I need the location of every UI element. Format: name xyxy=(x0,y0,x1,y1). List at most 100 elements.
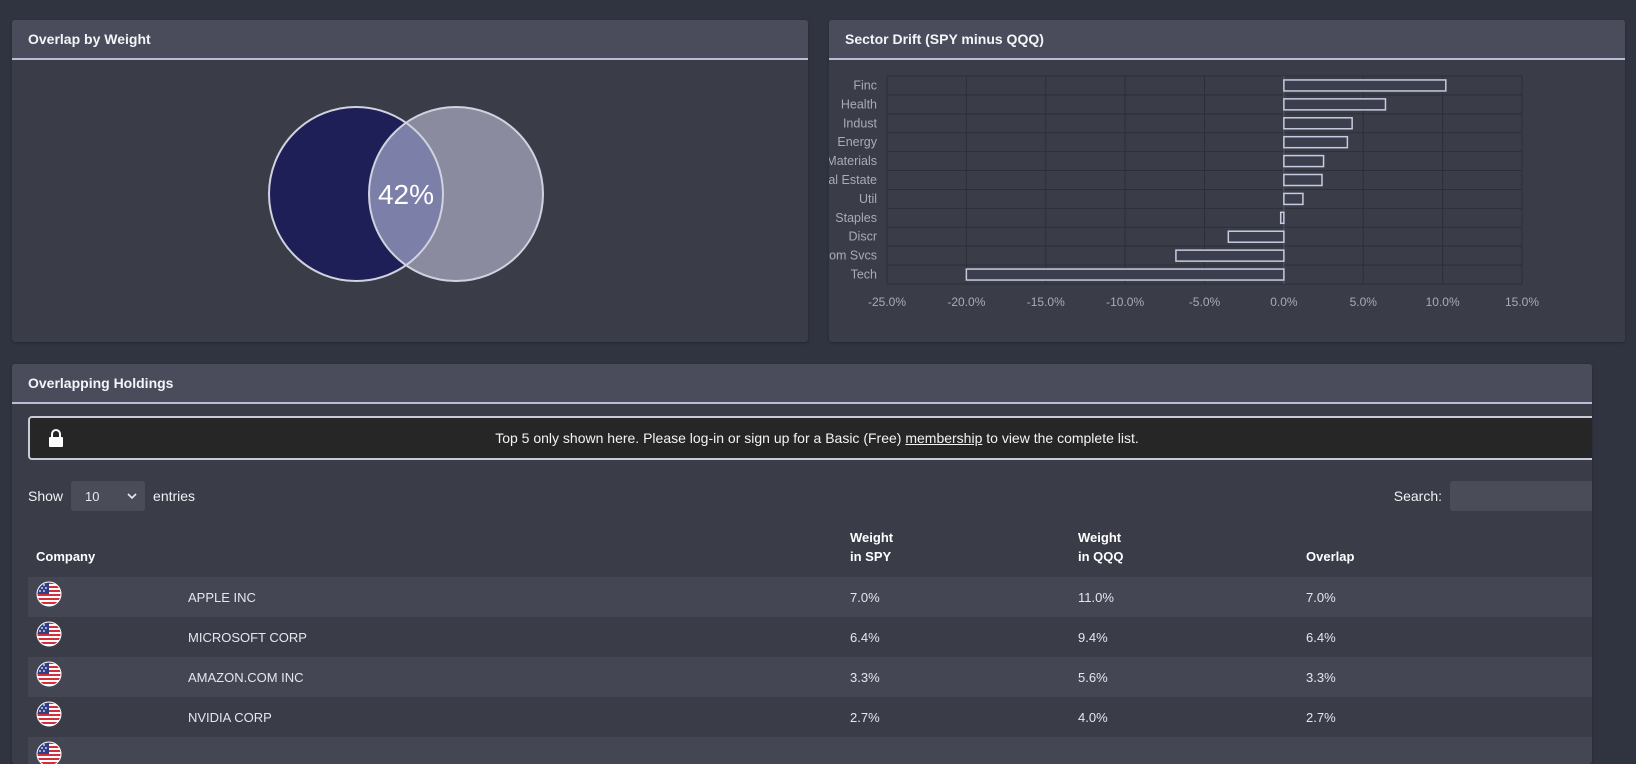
us-flag-icon xyxy=(36,741,62,764)
table-controls: Show 10 entries Search: xyxy=(28,480,1592,512)
holdings-panel-title: Overlapping Holdings xyxy=(12,364,1592,404)
flag-cell xyxy=(28,617,180,657)
venn-circle-qqq-outline xyxy=(368,106,544,282)
us-flag-icon xyxy=(36,621,62,647)
category-label: Com Svcs xyxy=(829,249,877,263)
venn-diagram: 42% xyxy=(268,106,544,282)
x-tick-label: 5.0% xyxy=(1350,295,1378,309)
category-label: Finc xyxy=(853,78,877,92)
company-name xyxy=(180,737,842,764)
category-label: Util xyxy=(859,192,877,206)
lock-icon xyxy=(49,429,63,447)
overlapping-holdings-panel: Overlapping Holdings Top 5 only shown he… xyxy=(12,364,1592,764)
entries-control: Show 10 entries xyxy=(28,480,195,512)
drift-bar xyxy=(1279,211,1285,225)
overlap-by-weight-panel: Overlap by Weight 42% xyxy=(12,20,808,342)
drift-bar xyxy=(1283,173,1323,187)
weight-spy-cell: 3.3% xyxy=(850,669,880,685)
table-row: AMAZON.COM INC 3.3% 5.6% 3.3% xyxy=(28,657,1592,697)
x-tick-label: -20.0% xyxy=(947,295,985,309)
column-header-weight-qqq[interactable]: Weight in QQQ xyxy=(1070,528,1298,577)
overlap-panel-title: Overlap by Weight xyxy=(12,20,808,60)
notice-text-before: Top 5 only shown here. Please log-in or … xyxy=(495,430,906,446)
table-row: APPLE INC 7.0% 11.0% 7.0% xyxy=(28,577,1592,617)
table-header-row: Company Weight in SPY Weight in QQQ Overla… xyxy=(28,528,1592,577)
flag-cell xyxy=(28,737,180,764)
x-tick-label: -15.0% xyxy=(1027,295,1065,309)
x-tick-label: -5.0% xyxy=(1189,295,1221,309)
entries-select[interactable]: 10 xyxy=(71,481,146,511)
category-label: Health xyxy=(841,97,877,111)
overlap-cell: 6.4% xyxy=(1306,629,1336,645)
notice-text-after: to view the complete list. xyxy=(982,430,1139,446)
x-tick-label: 15.0% xyxy=(1505,295,1539,309)
category-label: Real Estate xyxy=(829,173,877,187)
x-tick-label: 0.0% xyxy=(1270,295,1298,309)
entries-label: entries xyxy=(153,488,196,504)
sector-drift-title: Sector Drift (SPY minus QQQ) xyxy=(829,20,1625,60)
category-label: Materials xyxy=(829,154,877,168)
company-name: AMAZON.COM INC xyxy=(188,669,304,685)
us-flag-icon xyxy=(36,581,62,607)
sector-drift-panel: Sector Drift (SPY minus QQQ) -25.0% -20.0… xyxy=(829,20,1625,342)
search-control: Search: xyxy=(1394,480,1592,512)
company-name: NVIDIA CORP xyxy=(188,709,272,725)
weight-spy-cell: 7.0% xyxy=(850,589,880,605)
entries-select-value: 10 xyxy=(85,488,100,504)
flag-cell xyxy=(28,577,180,617)
drift-bar xyxy=(1227,230,1285,243)
drift-bar xyxy=(1283,135,1349,149)
membership-link[interactable]: membership xyxy=(905,430,983,446)
column-header-name xyxy=(180,528,842,577)
company-name: APPLE INC xyxy=(188,589,256,605)
us-flag-icon xyxy=(36,661,62,687)
weight-qqq-line1: Weight xyxy=(1078,530,1122,545)
us-flag-icon xyxy=(36,701,62,727)
flag-cell xyxy=(28,657,180,697)
table-row xyxy=(28,737,1592,764)
weight-qqq-cell xyxy=(1070,737,1298,764)
drift-bar xyxy=(965,268,1285,281)
drift-bar xyxy=(1175,249,1285,262)
table-row: MICROSOFT CORP 6.4% 9.4% 6.4% xyxy=(28,617,1592,657)
search-input[interactable] xyxy=(1450,481,1592,511)
drift-bar xyxy=(1283,192,1304,206)
drift-bar xyxy=(1283,79,1447,92)
table-row: NVIDIA CORP 2.7% 4.0% 2.7% xyxy=(28,697,1592,737)
venn-circle-spy-outline xyxy=(268,106,444,282)
column-header-weight-spy[interactable]: Weight in SPY xyxy=(842,528,1070,577)
holdings-table: Company Weight in SPY Weight in QQQ Overla… xyxy=(28,528,1592,764)
overlap-cell: 2.7% xyxy=(1306,709,1336,725)
flag-cell xyxy=(28,697,180,737)
company-name: MICROSOFT CORP xyxy=(188,629,307,645)
venn-overlap-label: 42% xyxy=(378,179,434,210)
drift-bar xyxy=(1283,98,1387,111)
x-tick-label: 10.0% xyxy=(1426,295,1460,309)
weight-qqq-line2: in QQQ xyxy=(1078,549,1124,564)
venn-overlap-region xyxy=(369,107,443,281)
drift-bar xyxy=(1283,117,1353,130)
weight-spy-line1: Weight xyxy=(850,530,894,545)
membership-notice: Top 5 only shown here. Please log-in or … xyxy=(28,416,1592,460)
category-label: Staples xyxy=(835,211,877,225)
category-label: Discr xyxy=(849,230,877,244)
weight-spy-cell: 6.4% xyxy=(850,629,880,645)
search-label: Search: xyxy=(1393,488,1442,504)
weight-spy-line2: in SPY xyxy=(850,549,892,564)
category-label: Indust xyxy=(843,116,878,130)
drift-bar xyxy=(1283,154,1325,168)
weight-qqq-cell: 4.0% xyxy=(1078,709,1108,725)
category-label: Energy xyxy=(837,135,877,149)
overlap-cell: 7.0% xyxy=(1306,589,1336,605)
x-tick-label: -25.0% xyxy=(868,295,906,309)
column-header-overlap[interactable]: Overlap xyxy=(1306,549,1355,564)
sector-drift-chart: -25.0% -20.0% -15.0% -10.0% -5.0% 0.0% 5.0% 10.… xyxy=(829,75,1539,309)
weight-spy-cell: 2.7% xyxy=(850,709,880,725)
show-label: Show xyxy=(28,488,64,504)
overlap-cell: 3.3% xyxy=(1306,669,1336,685)
weight-qqq-cell: 5.6% xyxy=(1078,669,1108,685)
weight-qqq-cell: 9.4% xyxy=(1078,629,1108,645)
category-label: Tech xyxy=(851,268,877,282)
column-header-company[interactable]: Company xyxy=(36,549,96,564)
x-tick-label: -10.0% xyxy=(1106,295,1144,309)
